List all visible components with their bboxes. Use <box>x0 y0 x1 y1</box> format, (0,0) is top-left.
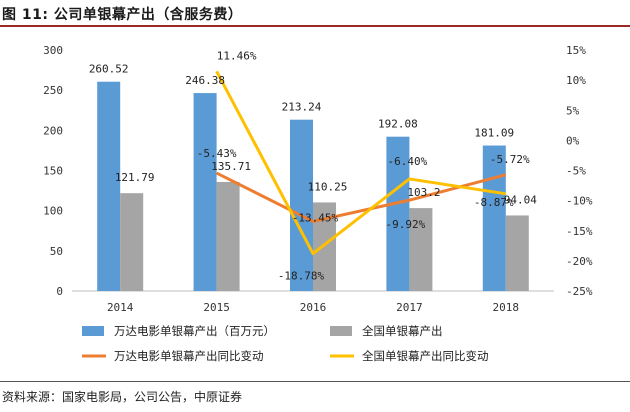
y-right-tick-label: 10% <box>566 74 586 87</box>
title-rule <box>0 25 630 27</box>
data-label: 246.38 <box>185 74 225 87</box>
data-label: 121.79 <box>115 171 155 184</box>
y-right-tick-label: 5% <box>566 104 580 117</box>
chart-title: 图 11: 公司单银幕产出（含服务费） <box>2 7 243 23</box>
legend-swatch <box>330 326 352 336</box>
source-note: 资料来源：国家电影局，公司公告，中原证券 <box>2 390 243 404</box>
y-left-tick-label: 300 <box>43 44 63 57</box>
data-label: 135.71 <box>211 160 251 173</box>
x-tick-label: 2016 <box>300 301 327 314</box>
data-label: 11.46% <box>217 49 257 62</box>
y-right-tick-label: 0% <box>566 134 580 147</box>
x-tick-label: 2017 <box>396 301 423 314</box>
y-left-tick-label: 150 <box>43 165 63 178</box>
series-line <box>215 171 507 223</box>
data-label: 103.2 <box>407 186 440 199</box>
y-left-tick-label: 50 <box>50 245 63 258</box>
legend-entry: 万达电影单银幕产出同比变动 <box>114 349 264 363</box>
y-left-tick-label: 250 <box>43 84 63 97</box>
bar <box>313 202 336 291</box>
y-right-tick-label: -15% <box>566 225 593 238</box>
data-labels: 260.52 246.38 213.24 192.08 181.09 121.79 135.… <box>89 49 537 282</box>
bar <box>409 208 433 291</box>
x-tick-label: 2014 <box>107 301 134 314</box>
data-label: 94.04 <box>504 193 537 206</box>
y-left-tick-label: 100 <box>43 205 63 218</box>
series-line <box>215 70 507 256</box>
axes: 0 50 100 150 200 250 300 -25% -20% -15% -10% -5% 0% 5… <box>43 44 593 314</box>
data-label: 260.52 <box>89 63 129 76</box>
x-tick-label: 2018 <box>493 301 520 314</box>
data-label: 192.08 <box>378 118 418 131</box>
bar-series <box>97 81 529 291</box>
bar <box>386 136 410 291</box>
bar <box>120 193 144 291</box>
bar <box>97 81 121 291</box>
y-right-tick-label: -5% <box>566 165 586 178</box>
y-right-tick-label: -10% <box>566 195 593 208</box>
y-right-tick-label: -25% <box>566 285 593 298</box>
bar <box>193 93 217 291</box>
data-label: 213.24 <box>282 101 322 114</box>
y-left-tick-label: 0 <box>56 285 63 298</box>
data-label: -13.45% <box>292 211 339 224</box>
data-label: 110.25 <box>308 180 348 193</box>
data-label: -5.72% <box>490 153 530 166</box>
bar <box>290 119 313 291</box>
y-left-tick-label: 200 <box>43 124 63 137</box>
bar <box>505 215 529 291</box>
data-label: -9.92% <box>386 218 426 231</box>
data-label: -8.87% <box>474 196 514 209</box>
y-right-tick-label: -20% <box>566 255 593 268</box>
footer-rule <box>0 381 630 382</box>
legend-entry: 万达电影单银幕产出（百万元） <box>114 324 275 338</box>
legend-entry: 全国单银幕产出同比变动 <box>362 349 489 363</box>
bar <box>482 145 506 291</box>
legend-swatch <box>82 326 104 336</box>
data-label: -18.78% <box>278 270 325 283</box>
legend-entry: 全国单银幕产出 <box>362 324 443 338</box>
bar <box>216 181 240 291</box>
data-label: 181.09 <box>474 127 514 140</box>
data-label: -6.40% <box>388 155 428 168</box>
x-tick-label: 2015 <box>203 301 230 314</box>
data-label: -5.43% <box>197 147 237 160</box>
line-series <box>215 70 507 256</box>
y-right-tick-label: 15% <box>566 44 586 57</box>
